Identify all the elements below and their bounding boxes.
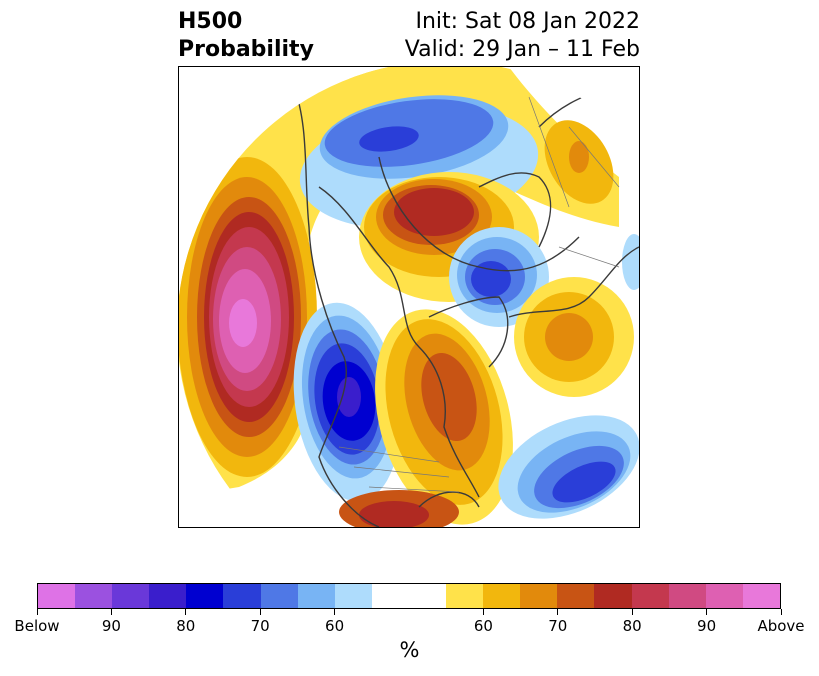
colorbar-tick: [334, 609, 336, 615]
russia-high-3: [545, 313, 593, 361]
init-date: Init: Sat 08 Jan 2022: [415, 9, 640, 34]
west-trough-6: [337, 377, 361, 417]
colorbar-tick-label: 80: [176, 617, 196, 635]
colorbar-tick: [557, 609, 559, 615]
colorbar-tick-label: 60: [325, 617, 345, 635]
valid-range: Valid: 29 Jan – 11 Feb: [404, 37, 640, 62]
colorbar-swatch-10: [408, 584, 447, 608]
colorbar-tick: [482, 609, 484, 615]
southeast-ridge-core: [359, 501, 429, 527]
colorbar-swatch-13: [520, 584, 558, 608]
colorbar-tick-label: 70: [250, 617, 270, 635]
chart-title: H500 Probability: [178, 8, 314, 64]
colorbar-tick-label: Above: [757, 617, 805, 635]
colorbar-swatch-17: [668, 584, 706, 608]
colorbar-swatch-12: [483, 584, 521, 608]
colorbar-swatch-14: [557, 584, 595, 608]
colorbar-swatch-19: [742, 584, 780, 608]
colorbar-ticks: [36, 609, 782, 617]
colorbar-tick: [706, 609, 708, 615]
east-ridge-4: [421, 353, 477, 441]
colorbar-tick: [36, 609, 38, 615]
colorbar-swatch-1: [75, 584, 113, 608]
colorbar-tick-label: 70: [548, 617, 568, 635]
colorbar-swatch-5: [223, 584, 261, 608]
colorbar-tick-label: 80: [622, 617, 642, 635]
colorbar-swatch-18: [705, 584, 743, 608]
colorbar-tick-label: 60: [473, 617, 493, 635]
arctic-high-5: [394, 188, 474, 236]
colorbar-tick: [631, 609, 633, 615]
colorbar-tick-label: 90: [697, 617, 717, 635]
colorbar-swatch-3: [149, 584, 187, 608]
colorbar-tick-label: Below: [14, 617, 60, 635]
pacific-ridge-8: [229, 299, 257, 347]
polar-map-svg: [179, 67, 639, 527]
colorbar-tick-label: 90: [101, 617, 121, 635]
east-asia-blue: [622, 234, 639, 290]
colorbar-tick: [780, 609, 782, 615]
colorbar-swatch-6: [260, 584, 298, 608]
colorbar-swatch-16: [631, 584, 669, 608]
colorbar-tick: [259, 609, 261, 615]
colorbar-swatch-0: [38, 584, 76, 608]
title-line-1: H500: [178, 9, 243, 34]
siberia-low-4: [359, 126, 419, 152]
colorbar-swatch-11: [446, 584, 484, 608]
date-info: Init: Sat 08 Jan 2022 Valid: 29 Jan – 11…: [405, 8, 640, 64]
colorbar-tick: [185, 609, 187, 615]
colorbar-swatch-2: [112, 584, 150, 608]
colorbar-tick: [110, 609, 112, 615]
colorbar-swatch-7: [297, 584, 335, 608]
colorbar-swatch-8: [334, 584, 372, 608]
atlantic-low-4: [552, 461, 616, 503]
colorbar-swatch-9: [371, 584, 409, 608]
title-line-2: Probability: [178, 37, 314, 62]
colorbar-swatch-15: [594, 584, 632, 608]
colorbar: [37, 583, 781, 609]
probability-map: [178, 66, 640, 528]
colorbar-unit: %: [399, 638, 420, 662]
colorbar-swatch-4: [186, 584, 224, 608]
asia-warm-2: [569, 141, 589, 173]
borders: [338, 96, 620, 493]
